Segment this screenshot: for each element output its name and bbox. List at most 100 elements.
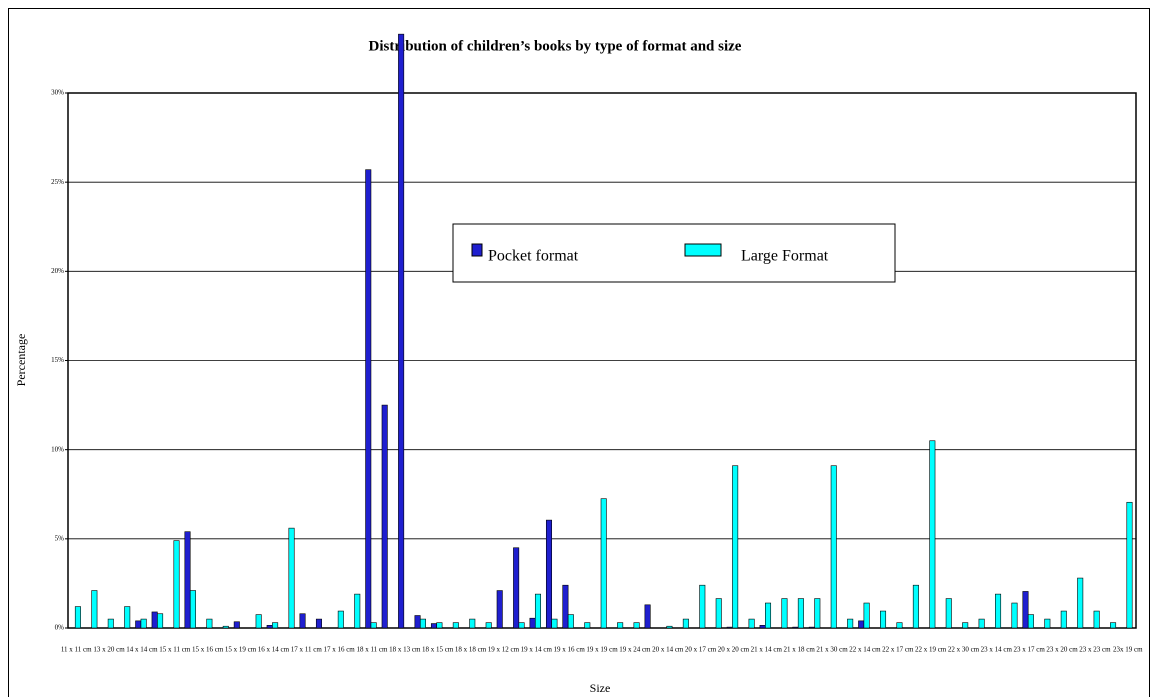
legend-label: Large Format [741,248,829,265]
x-tick-label: 21 x 30 cm [816,646,848,654]
bar [1027,614,1034,629]
y-tick-label: 20% [51,267,64,275]
bar [151,611,158,629]
bar [354,593,361,629]
chart-title: Distribution of children’s books by type… [369,38,742,54]
bar [222,625,229,629]
bar [255,614,262,629]
bar [189,590,196,629]
bar [107,618,114,629]
bar [912,584,919,629]
bar [830,465,837,629]
bar [184,531,191,629]
x-tick-label: 22 x 17 cm [882,646,914,654]
bar [74,606,81,629]
bar [534,593,541,629]
bar [584,622,591,629]
x-tick-label: 13 x 20 cm [93,646,125,654]
bar [135,620,142,629]
x-tick-label: 22 x 19 cm [915,646,947,654]
bar [436,622,443,629]
x-tick-label: 20 x 14 cm [652,646,684,654]
bar [398,33,405,629]
bar [666,625,673,629]
legend-label: Pocket format [488,248,579,265]
x-tick-label: 20 x 17 cm [685,646,717,654]
bar [945,598,952,629]
bar [847,618,854,629]
legend-swatch [684,243,722,257]
bar [288,527,295,629]
bar [863,602,870,629]
x-tick-label: 15 x 11 cm [159,646,191,654]
bar [124,606,131,629]
x-tick-label: 18 x 11 cm [356,646,388,654]
bar [617,622,624,629]
bar [1077,577,1084,629]
bar [140,618,147,629]
bar [513,547,520,629]
x-tick-label: 21 x 18 cm [784,646,816,654]
legend-swatch [471,243,483,257]
bar [633,622,640,629]
bar [1022,591,1029,629]
x-tick-label: 17 x 11 cm [291,646,323,654]
bar [496,590,503,629]
x-tick-label: 15 x 16 cm [192,646,224,654]
bar [529,617,536,629]
y-tick-label: 0% [55,624,65,632]
bar [381,404,388,629]
bar [1060,610,1067,629]
x-tick-label: 11 x 11 cm [61,646,92,654]
bar [414,615,421,629]
x-tick-label: 23 x 23 cm [1079,646,1111,654]
bar [233,621,240,629]
bar [880,610,887,629]
bar [1093,610,1100,629]
bar [978,618,985,629]
bar [206,618,213,629]
bar [682,618,689,629]
y-tick-label: 10% [51,445,64,453]
bar [1044,618,1051,629]
bar [1011,602,1018,629]
bar [419,618,426,629]
y-tick-label: 30% [51,89,64,97]
bar [797,598,804,629]
x-tick-label: 16 x 14 cm [258,646,290,654]
x-tick-label: 19 x 16 cm [553,646,585,654]
bar [315,618,322,629]
x-tick-label: 18 x 15 cm [422,646,454,654]
bar [157,613,164,629]
x-tick-label: 23 x 14 cm [981,646,1013,654]
bar [299,613,306,629]
x-tick-label: 18 x 18 cm [455,646,487,654]
bar [365,169,372,629]
bar [370,622,377,629]
bar [814,598,821,629]
bar [1126,501,1133,629]
bar [567,614,574,629]
bar [551,618,558,629]
bar [896,622,903,629]
bar [765,602,772,629]
bar [173,540,180,629]
bar [337,610,344,629]
y-tick-label: 5% [55,534,65,542]
bar [91,590,98,629]
bar [485,622,492,629]
x-tick-label: 17 x 16 cm [323,646,355,654]
x-tick-label: 15 x 19 cm [225,646,257,654]
x-tick-label: 21 x 14 cm [751,646,783,654]
bar [452,622,459,629]
x-tick-label: 23 x 17 cm [1014,646,1046,654]
x-tick-label: 23 x 20 cm [1046,646,1078,654]
frame [8,8,1150,697]
bar [792,626,799,629]
bar [759,625,766,629]
x-tick-label: 22 x 30 cm [948,646,980,654]
x-axis-label: Size [590,681,611,695]
bar [518,622,525,629]
